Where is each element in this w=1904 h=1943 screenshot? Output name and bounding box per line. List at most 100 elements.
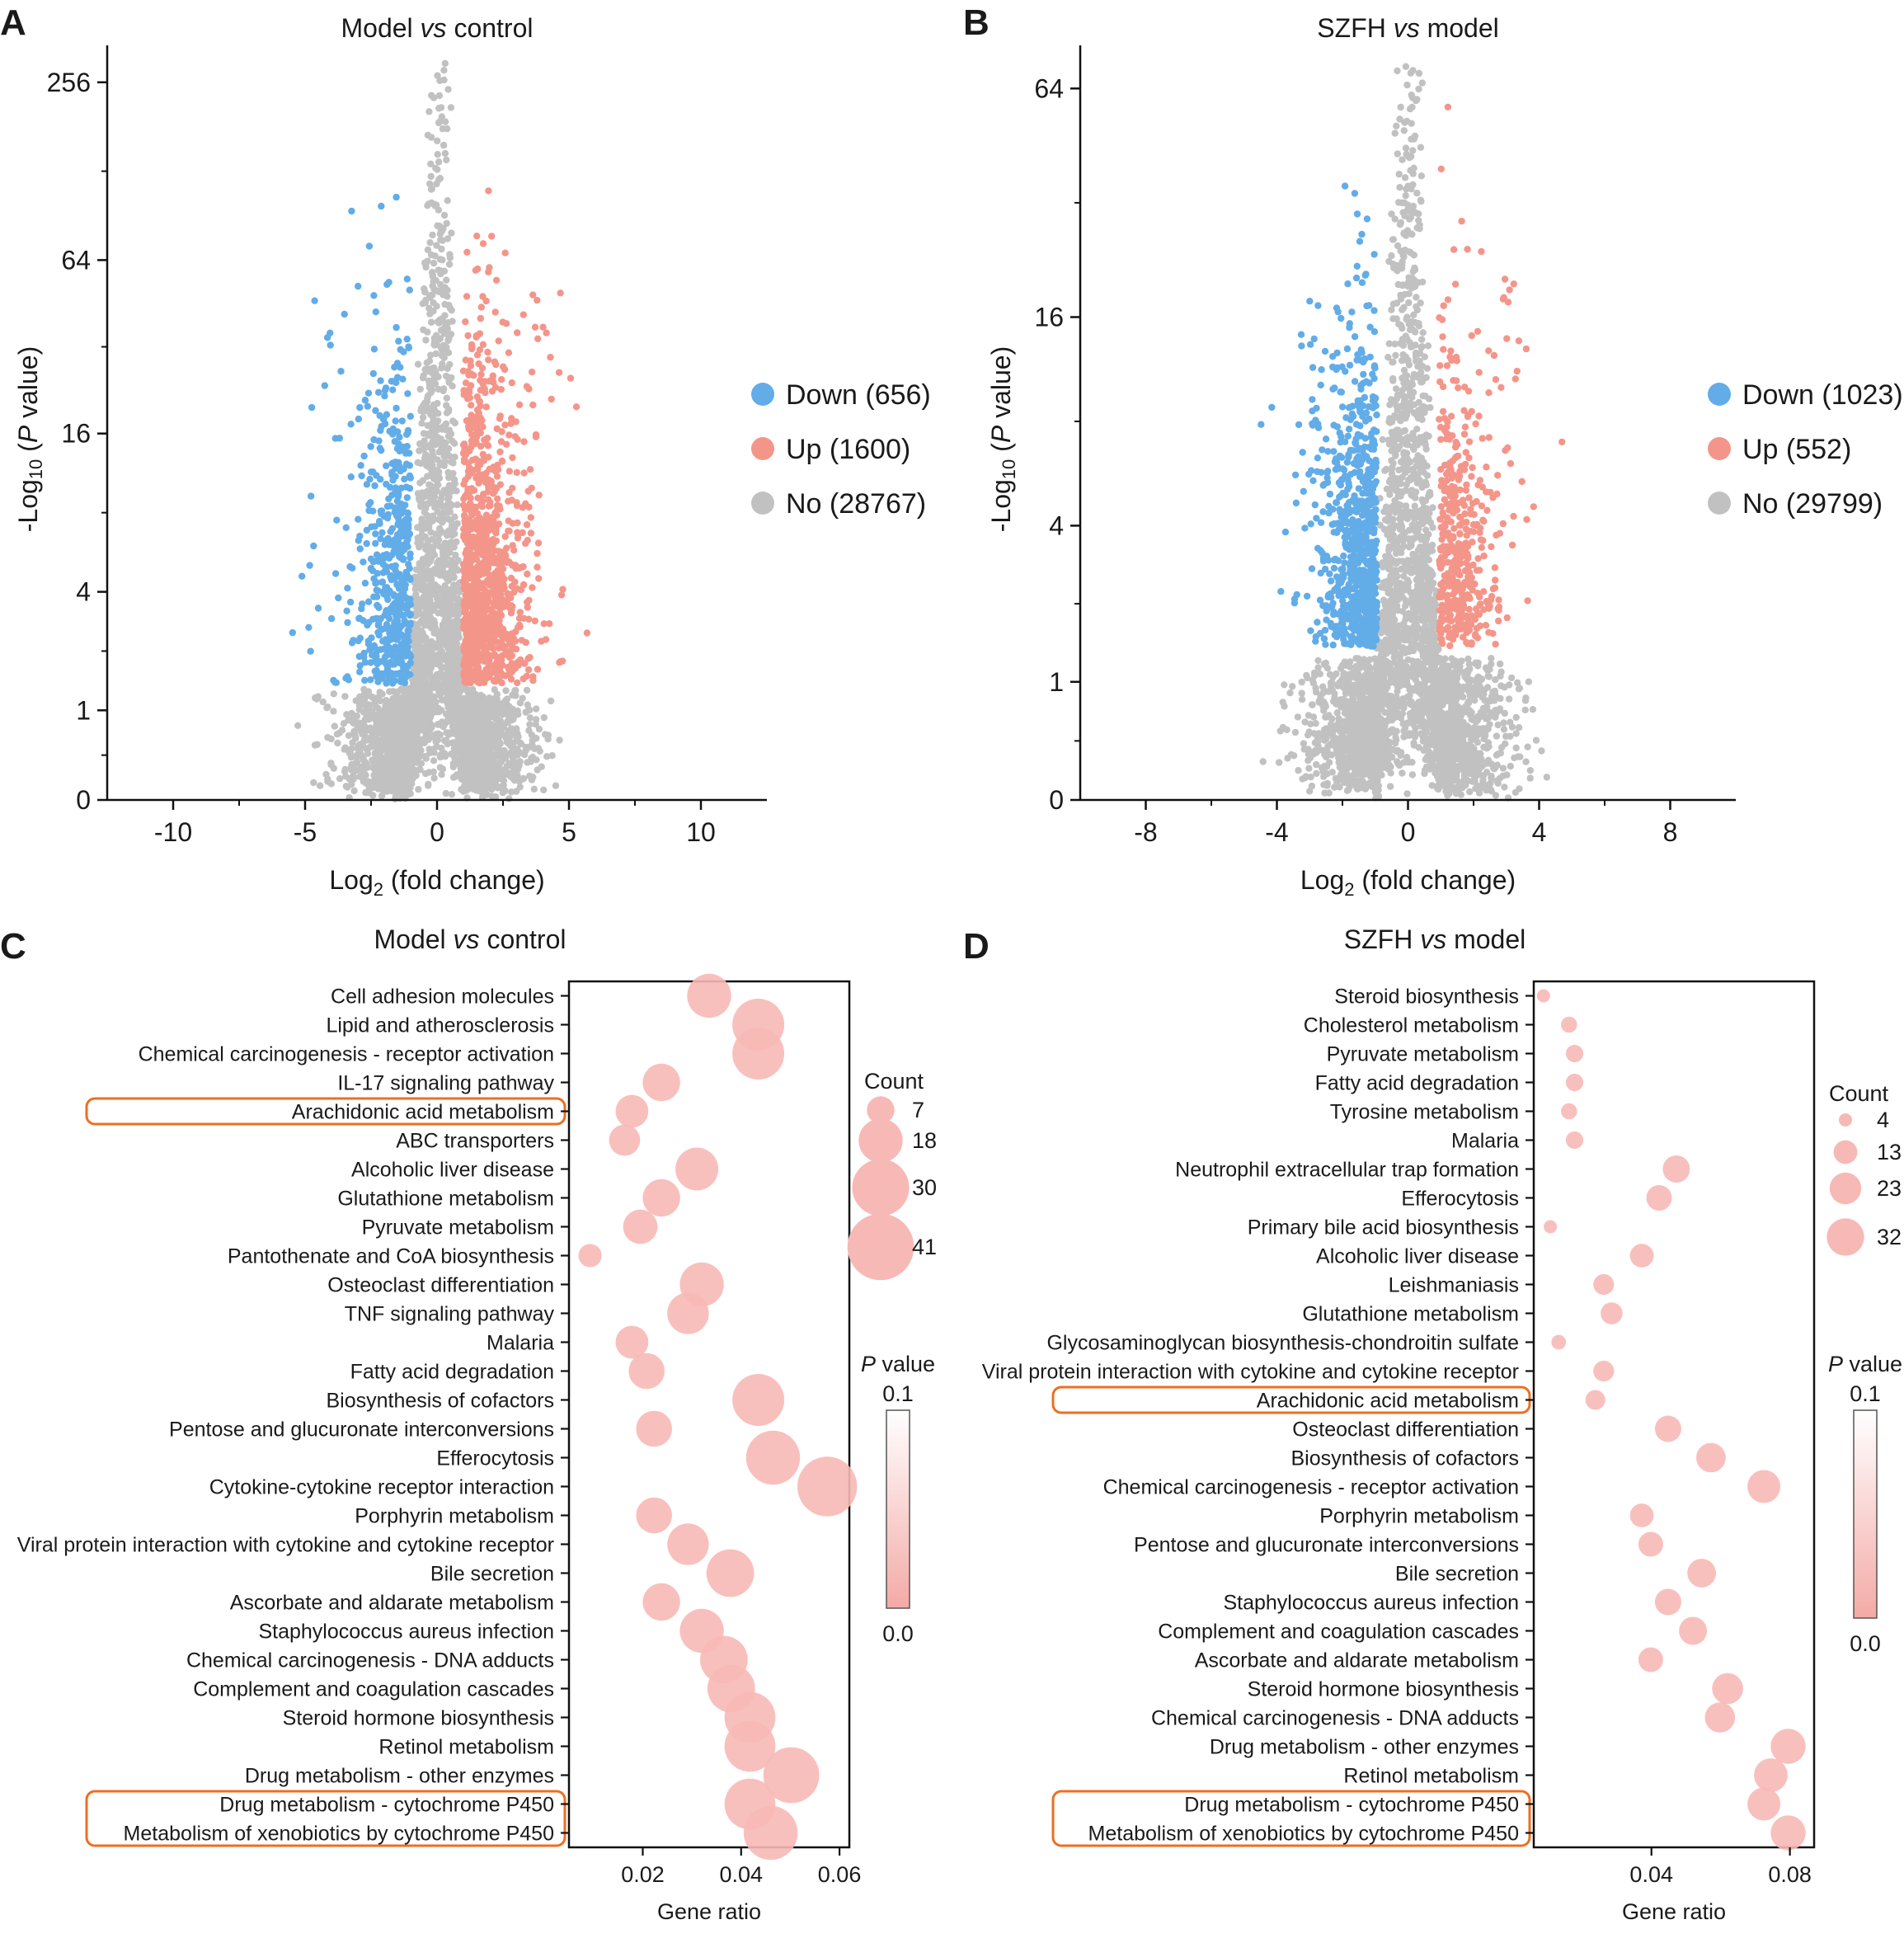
- no-point: [534, 745, 543, 752]
- up-point: [477, 376, 484, 384]
- up-point: [557, 289, 564, 297]
- no-point: [386, 772, 393, 779]
- down-point: [347, 421, 355, 428]
- down-point: [407, 670, 414, 678]
- ylabel-part: -Log: [13, 479, 43, 532]
- up-point: [468, 402, 475, 409]
- up-point: [488, 388, 496, 395]
- down-point: [396, 656, 403, 664]
- no-point: [452, 626, 460, 634]
- no-point: [444, 197, 451, 205]
- up-point: [473, 351, 482, 359]
- x-axis-title: Log2 (fold change): [329, 865, 544, 900]
- up-point: [481, 649, 489, 657]
- down-point: [407, 600, 415, 609]
- down-point: [407, 550, 414, 557]
- title-part: Model: [341, 13, 421, 43]
- up-point: [461, 455, 468, 463]
- down-point: [392, 567, 399, 574]
- up-point: [511, 433, 519, 440]
- no-point: [513, 788, 520, 795]
- no-point: [418, 531, 425, 539]
- no-point: [439, 604, 446, 612]
- no-point: [417, 459, 425, 468]
- up-point: [482, 297, 490, 305]
- no-point: [381, 739, 389, 747]
- up-point: [519, 504, 526, 511]
- down-point: [372, 539, 379, 548]
- no-point: [438, 352, 446, 360]
- no-point: [548, 752, 556, 760]
- no-point: [491, 708, 500, 715]
- no-point: [408, 736, 416, 744]
- up-point: [498, 376, 505, 383]
- no-point: [477, 702, 484, 709]
- legend-label: Down (656): [786, 379, 931, 411]
- no-point: [406, 719, 414, 727]
- no-point: [464, 706, 472, 714]
- no-point: [424, 430, 432, 438]
- down-point: [310, 542, 317, 550]
- no-point: [430, 619, 439, 627]
- no-point: [454, 650, 461, 657]
- no-point: [425, 780, 432, 788]
- up-point: [485, 356, 492, 364]
- no-point: [446, 729, 454, 737]
- down-point: [327, 341, 334, 349]
- no-point: [529, 774, 537, 781]
- no-point: [500, 769, 508, 776]
- down-point: [370, 292, 378, 299]
- no-point: [420, 632, 427, 640]
- down-point: [369, 558, 378, 566]
- up-point: [495, 337, 502, 345]
- down-point: [381, 420, 389, 428]
- no-point: [440, 224, 447, 233]
- down-point: [335, 594, 342, 602]
- up-point: [514, 529, 521, 536]
- no-point: [426, 239, 434, 247]
- up-point: [460, 567, 468, 574]
- no-point: [423, 359, 430, 367]
- no-point: [424, 246, 432, 254]
- up-point: [489, 644, 497, 652]
- up-point: [514, 658, 522, 666]
- no-point: [383, 732, 391, 740]
- no-point: [431, 504, 439, 511]
- no-point: [446, 548, 454, 556]
- no-point: [416, 385, 424, 393]
- down-point: [391, 438, 398, 445]
- up-point: [519, 311, 527, 318]
- up-point: [472, 431, 481, 439]
- up-point: [472, 266, 479, 274]
- no-point: [455, 723, 463, 731]
- no-point: [421, 451, 430, 459]
- no-point: [430, 278, 437, 285]
- title-vs: vs: [421, 13, 447, 43]
- down-point: [403, 443, 411, 450]
- no-point: [508, 769, 515, 777]
- no-point: [419, 413, 427, 421]
- no-point: [371, 750, 378, 758]
- no-point: [428, 387, 436, 394]
- up-point: [472, 332, 480, 340]
- title-part: SZFH: [1317, 13, 1393, 43]
- no-point: [424, 403, 431, 411]
- down-point: [402, 449, 410, 457]
- no-point: [432, 164, 440, 172]
- no-point: [415, 644, 422, 652]
- up-point: [488, 627, 496, 634]
- no-point: [403, 705, 411, 713]
- no-point: [394, 733, 402, 741]
- no-point: [370, 771, 378, 779]
- no-point: [415, 620, 423, 628]
- up-point: [468, 341, 476, 349]
- up-point: [485, 598, 493, 605]
- up-point: [461, 658, 468, 666]
- up-point: [476, 563, 483, 571]
- up-point: [497, 584, 505, 591]
- no-point: [421, 285, 428, 293]
- down-point: [396, 447, 403, 455]
- no-point: [373, 720, 380, 728]
- no-point: [408, 713, 416, 721]
- down-point: [373, 586, 380, 594]
